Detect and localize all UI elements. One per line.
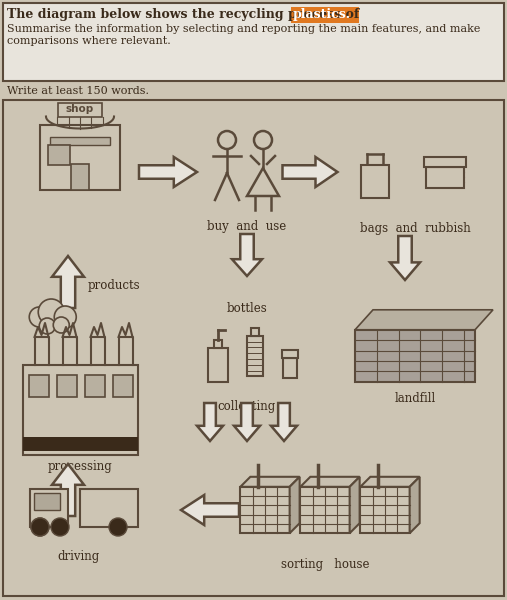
Polygon shape — [181, 495, 239, 525]
Text: landfill: landfill — [394, 392, 436, 405]
Polygon shape — [282, 157, 338, 187]
Bar — [208, 348, 228, 382]
Bar — [247, 336, 263, 376]
Bar — [56, 375, 77, 397]
Polygon shape — [197, 403, 223, 441]
Text: The diagram below shows the recycling process of: The diagram below shows the recycling pr… — [7, 8, 364, 21]
FancyBboxPatch shape — [291, 7, 359, 23]
Polygon shape — [350, 477, 359, 533]
Bar — [71, 163, 89, 190]
Bar — [28, 375, 49, 397]
Polygon shape — [289, 477, 300, 533]
Text: driving: driving — [57, 550, 99, 563]
Circle shape — [31, 518, 49, 536]
Bar — [251, 328, 259, 336]
Text: collecting: collecting — [218, 400, 276, 413]
Circle shape — [53, 317, 69, 333]
Text: shop: shop — [66, 104, 94, 115]
Text: products: products — [88, 280, 140, 292]
Bar — [240, 487, 289, 533]
Text: comparisons where relevant.: comparisons where relevant. — [7, 36, 171, 46]
Polygon shape — [271, 403, 297, 441]
Bar — [30, 489, 68, 527]
Bar — [3, 3, 504, 81]
Text: processing: processing — [48, 460, 113, 473]
Bar — [113, 375, 132, 397]
Bar — [283, 358, 297, 378]
Bar — [80, 489, 138, 527]
Text: Summarise the information by selecting and reporting the main features, and make: Summarise the information by selecting a… — [7, 24, 480, 34]
Bar — [360, 487, 410, 533]
Polygon shape — [234, 403, 260, 441]
Polygon shape — [355, 310, 493, 330]
Text: bags  and  rubbish: bags and rubbish — [359, 222, 470, 235]
Circle shape — [54, 306, 76, 328]
Bar — [40, 124, 120, 190]
Circle shape — [109, 518, 127, 536]
Bar — [355, 330, 475, 382]
Polygon shape — [410, 477, 420, 533]
Polygon shape — [360, 477, 420, 487]
Polygon shape — [390, 236, 420, 280]
Polygon shape — [52, 256, 84, 308]
Bar — [34, 493, 60, 510]
Polygon shape — [232, 234, 262, 276]
Text: plastics.: plastics. — [293, 8, 351, 21]
Bar — [22, 365, 137, 455]
Bar — [214, 340, 222, 348]
Bar — [369, 173, 381, 183]
Bar — [3, 100, 504, 596]
Circle shape — [38, 299, 64, 325]
Bar — [85, 375, 104, 397]
Bar — [361, 165, 389, 198]
Polygon shape — [52, 464, 84, 516]
Bar — [48, 145, 70, 164]
Bar — [300, 487, 350, 533]
Text: sorting   house: sorting house — [281, 558, 369, 571]
Bar — [424, 157, 466, 166]
Text: Write at least 150 words.: Write at least 150 words. — [7, 86, 149, 96]
Text: buy  and  use: buy and use — [207, 220, 286, 233]
Text: bottles: bottles — [227, 302, 267, 315]
Bar — [58, 103, 102, 116]
Bar — [50, 136, 110, 145]
Circle shape — [29, 307, 49, 327]
Polygon shape — [300, 477, 359, 487]
Circle shape — [39, 318, 55, 334]
Polygon shape — [240, 477, 300, 487]
Bar — [22, 437, 137, 451]
Bar — [282, 350, 298, 358]
Polygon shape — [139, 157, 197, 187]
Bar — [426, 166, 464, 187]
Circle shape — [51, 518, 69, 536]
Circle shape — [31, 518, 49, 536]
